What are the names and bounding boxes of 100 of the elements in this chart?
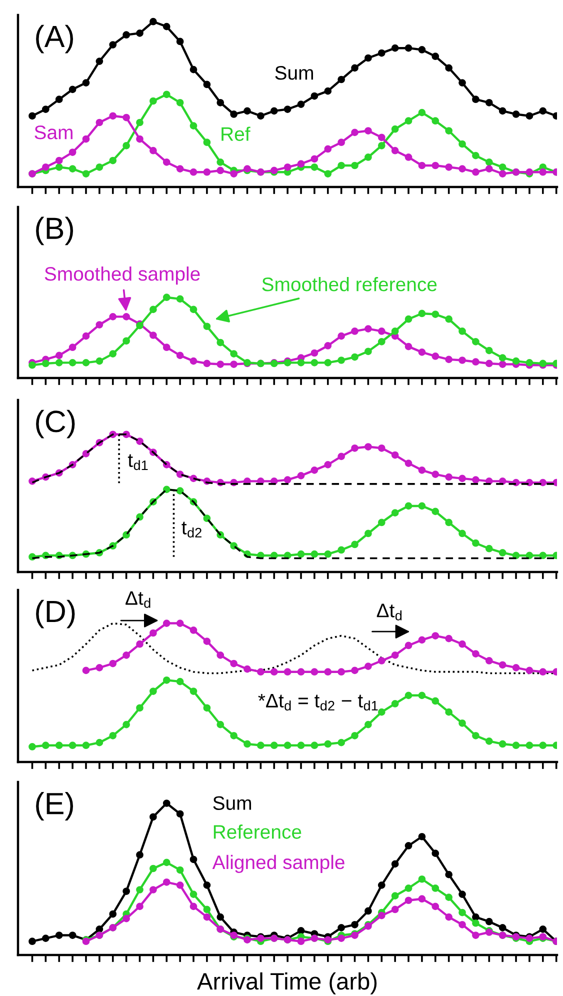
series-label: Sum xyxy=(275,66,313,80)
point xyxy=(203,80,211,88)
point xyxy=(324,460,332,468)
point xyxy=(526,742,534,750)
point xyxy=(391,509,399,517)
point xyxy=(176,38,184,46)
point xyxy=(512,664,520,672)
point xyxy=(338,924,345,932)
point xyxy=(190,122,198,130)
point xyxy=(418,636,426,644)
point xyxy=(122,720,130,728)
point xyxy=(68,932,76,939)
point xyxy=(338,162,345,170)
point xyxy=(418,46,426,54)
point xyxy=(391,906,399,914)
point xyxy=(297,550,305,558)
point xyxy=(338,668,345,676)
point xyxy=(526,112,534,120)
point xyxy=(190,626,198,634)
point xyxy=(418,502,426,510)
point xyxy=(244,740,251,748)
point xyxy=(122,114,130,122)
point xyxy=(190,890,198,898)
point xyxy=(176,866,184,874)
point xyxy=(485,165,493,172)
point xyxy=(324,358,332,366)
point xyxy=(338,138,345,146)
point xyxy=(418,310,426,318)
point xyxy=(404,460,412,467)
point xyxy=(458,165,466,172)
point xyxy=(176,165,184,172)
point xyxy=(472,919,480,927)
point xyxy=(203,514,211,522)
point xyxy=(539,168,547,176)
point xyxy=(364,348,372,356)
point xyxy=(458,356,466,364)
point xyxy=(351,328,358,335)
point xyxy=(418,895,426,903)
point xyxy=(338,738,345,746)
point xyxy=(338,332,345,340)
point xyxy=(96,738,104,746)
point xyxy=(378,912,386,920)
point xyxy=(378,657,386,664)
point xyxy=(190,688,198,695)
point xyxy=(216,652,224,659)
point xyxy=(432,52,440,60)
point xyxy=(432,508,440,516)
point xyxy=(526,358,534,366)
point xyxy=(472,338,480,346)
point xyxy=(324,87,332,95)
point xyxy=(176,810,184,818)
point xyxy=(216,338,224,346)
point xyxy=(498,360,506,368)
point xyxy=(351,540,358,548)
point xyxy=(122,337,130,345)
point xyxy=(28,112,36,120)
point xyxy=(378,444,386,452)
point xyxy=(418,692,426,700)
point xyxy=(109,313,117,320)
point xyxy=(472,96,480,104)
point xyxy=(391,451,399,459)
point xyxy=(203,168,211,176)
point xyxy=(404,842,412,850)
point xyxy=(55,163,63,171)
point xyxy=(150,18,157,26)
chart-title: (B) xyxy=(36,216,74,246)
point xyxy=(458,640,466,648)
point xyxy=(122,31,130,39)
point xyxy=(297,160,305,168)
point xyxy=(485,360,493,368)
point xyxy=(485,98,493,106)
point xyxy=(445,518,453,526)
text: Δt$_{d}$ xyxy=(126,591,150,608)
point xyxy=(162,800,170,807)
point xyxy=(257,112,264,120)
point xyxy=(162,486,170,494)
point xyxy=(244,107,251,115)
point xyxy=(445,356,453,364)
point xyxy=(472,650,480,658)
point xyxy=(216,158,224,166)
point xyxy=(432,850,440,858)
point xyxy=(404,315,412,323)
point xyxy=(391,652,399,659)
point xyxy=(351,732,358,740)
point xyxy=(68,148,76,156)
point xyxy=(68,742,76,750)
point xyxy=(364,325,372,332)
point xyxy=(230,170,238,178)
point xyxy=(498,740,506,748)
point xyxy=(203,704,211,712)
point xyxy=(96,118,104,126)
point xyxy=(432,162,440,170)
point xyxy=(485,346,493,354)
point xyxy=(297,668,305,676)
point xyxy=(432,632,440,640)
point xyxy=(176,295,184,303)
point xyxy=(162,620,170,627)
point xyxy=(338,546,345,554)
point xyxy=(190,902,198,910)
series-label: Smoothed sample xyxy=(44,266,200,285)
